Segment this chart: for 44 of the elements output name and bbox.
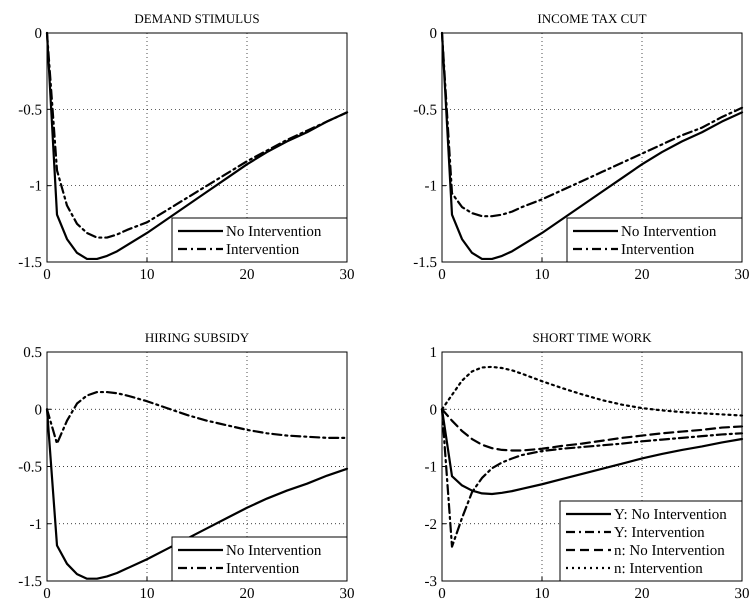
legend-label: No Intervention	[621, 224, 717, 240]
x-tick-label: 30	[340, 267, 354, 283]
legend-label: Intervention	[621, 242, 695, 258]
legend-label: n: No Intervention	[614, 543, 726, 559]
x-tick-label: 30	[734, 586, 750, 602]
x-tick-label: 20	[240, 586, 254, 602]
legend-label: Intervention	[226, 242, 300, 258]
y-tick-label: 0.5	[23, 345, 42, 361]
legend-label: No Intervention	[226, 224, 322, 240]
y-tick-label: -1.5	[18, 255, 42, 271]
x-tick-label: 20	[634, 586, 650, 602]
y-tick-label: -0.5	[413, 102, 437, 118]
y-tick-label: -1	[30, 178, 42, 195]
chart-title: DEMAND STIMULUS	[134, 11, 260, 26]
y-tick-label: -2	[424, 516, 437, 533]
y-tick-label: -1.5	[18, 574, 42, 590]
x-tick-label: 10	[140, 267, 154, 283]
chart-title: INCOME TAX CUT	[537, 11, 647, 26]
x-tick-label: 30	[340, 586, 354, 602]
chart-title: SHORT TIME WORK	[532, 330, 652, 345]
legend-label: No Intervention	[226, 543, 322, 559]
y-tick-label: -0.5	[18, 102, 42, 118]
x-tick-label: 30	[734, 267, 750, 283]
x-tick-label: 10	[140, 586, 154, 602]
y-tick-label: -1	[424, 460, 437, 476]
y-tick-label: 0	[430, 402, 437, 418]
y-tick-label: 0	[34, 402, 42, 418]
y-tick-label: -1	[30, 516, 42, 533]
legend-label: n: Intervention	[614, 561, 704, 577]
y-tick-label: -1	[424, 178, 437, 195]
legend-label: Intervention	[226, 561, 300, 577]
x-tick-label: 20	[240, 267, 254, 283]
y-tick-label: -0.5	[18, 460, 42, 476]
x-tick-label: 20	[634, 267, 650, 283]
y-tick-label: -3	[424, 574, 437, 590]
chart-title: HIRING SUBSIDY	[144, 330, 250, 345]
y-tick-label: 0	[34, 26, 42, 42]
y-tick-label: 1	[430, 345, 437, 361]
legend-label: Y: No Intervention	[614, 507, 728, 523]
x-tick-label: 10	[534, 267, 550, 283]
legend-label: Y: Intervention	[614, 525, 706, 541]
x-tick-label: 10	[534, 586, 550, 602]
y-tick-label: -1.5	[413, 255, 437, 271]
y-tick-label: 0	[430, 26, 437, 42]
